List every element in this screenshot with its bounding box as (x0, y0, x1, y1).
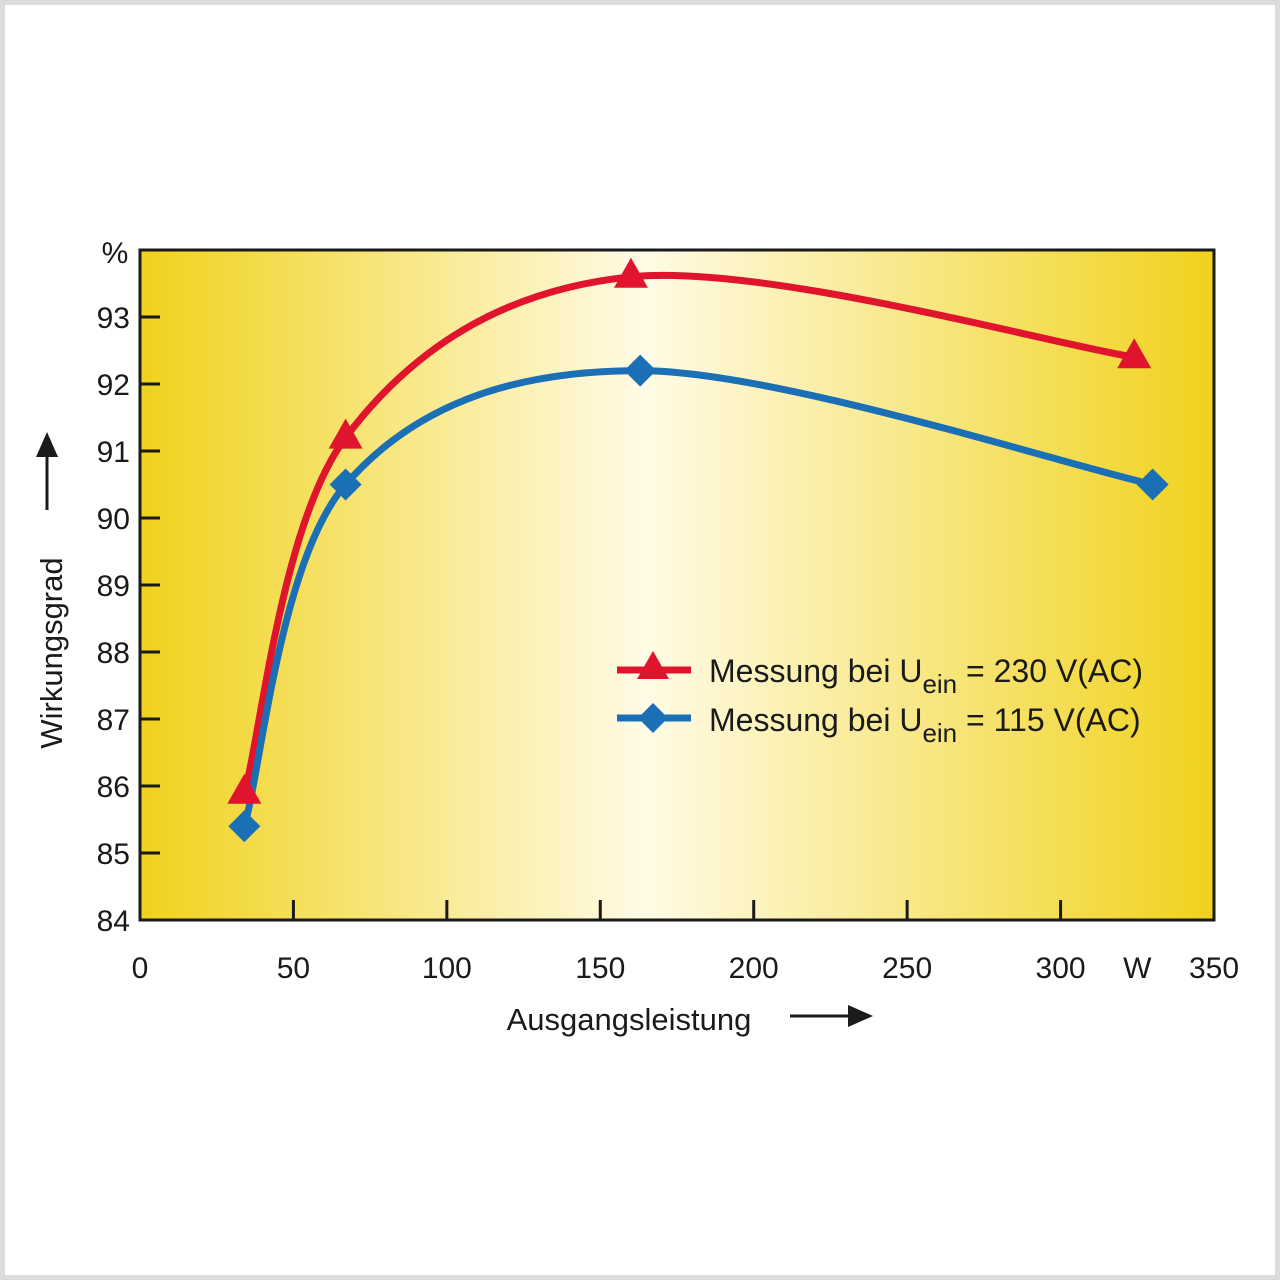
legend-item-115v: Messung bei Uein = 115 V(AC) (617, 702, 1141, 748)
series-line-0 (240, 271, 1138, 797)
series-line-1 (240, 367, 1157, 830)
plot-area (138, 248, 1216, 922)
legend-label-115v: Messung bei Uein = 115 V(AC) (709, 702, 1141, 748)
y-tick-label: 84 (97, 905, 130, 938)
legend-marker-diamond (638, 703, 668, 733)
data-point-triangle (227, 773, 262, 804)
legend-label-230v: Messung bei Uein = 230 V(AC) (709, 653, 1143, 699)
x-unit-label: W (1123, 952, 1152, 985)
x-axis-arrow (790, 1005, 873, 1027)
x-tick-label: 0 (132, 952, 149, 985)
y-tick-label: 93 (97, 302, 130, 335)
legend: Messung bei Uein = 230 V(AC) Messung bei… (617, 651, 1143, 748)
data-point-diamond (624, 354, 657, 387)
y-tick-label: 87 (97, 704, 130, 737)
x-tick-label: 100 (422, 952, 472, 985)
y-tick-label: 91 (97, 436, 130, 469)
y-axis-arrow (36, 432, 58, 510)
data-point-diamond (228, 810, 261, 843)
y-tick-label: 90 (97, 503, 130, 536)
y-unit-label: % (102, 237, 129, 270)
data-point-triangle (1117, 338, 1152, 369)
data-point-diamond (1136, 468, 1169, 501)
y-tick-label: 85 (97, 838, 130, 871)
y-axis-title: Wirkungsgrad (34, 557, 69, 748)
y-tick-label: 92 (97, 369, 130, 402)
y-tick-label: 86 (97, 771, 130, 804)
legend-item-230v: Messung bei Uein = 230 V(AC) (617, 651, 1143, 699)
x-tick-label: 50 (277, 952, 310, 985)
x-axis-title: Ausgangsleistung (507, 1002, 752, 1037)
y-tick-label: 88 (97, 637, 130, 670)
y-tick-label: 89 (97, 570, 130, 603)
efficiency-chart: 0 50 100 150 200 250 300 350 84 85 86 87 88 89 90 91 92 9… (34, 237, 1239, 1037)
x-tick-label: 350 (1189, 952, 1239, 985)
x-tick-label: 300 (1036, 952, 1086, 985)
data-point-triangle (328, 418, 363, 449)
x-tick-label: 200 (729, 952, 779, 985)
data-point-triangle (613, 257, 648, 288)
legend-marker-triangle (637, 651, 669, 679)
data-point-diamond (329, 468, 362, 501)
series-layer (227, 257, 1169, 843)
x-tick-label: 150 (575, 952, 625, 985)
x-tick-label: 250 (882, 952, 932, 985)
axis-ticks: 0 50 100 150 200 250 300 350 84 85 86 87 88 89 90 91 92 9… (97, 302, 1239, 985)
